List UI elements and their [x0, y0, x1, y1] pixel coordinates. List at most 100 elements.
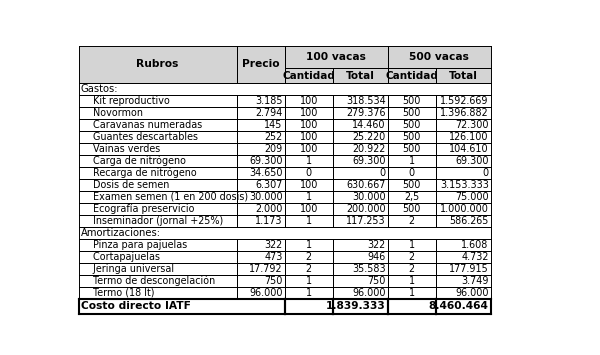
Text: 1: 1	[409, 276, 415, 286]
Text: 100: 100	[299, 180, 318, 190]
Bar	[332, 275, 388, 287]
Text: 69.300: 69.300	[249, 156, 283, 166]
Bar	[79, 263, 236, 275]
Bar	[284, 191, 332, 203]
Text: Costo directo IATF: Costo directo IATF	[80, 301, 190, 311]
Bar	[332, 287, 388, 299]
Bar	[236, 215, 284, 227]
Bar	[79, 191, 236, 203]
Text: 1.608: 1.608	[461, 240, 488, 250]
Text: 500: 500	[403, 132, 421, 142]
Bar	[284, 167, 332, 179]
Bar	[436, 179, 491, 191]
Bar	[236, 155, 284, 167]
Bar	[79, 143, 236, 155]
Bar	[436, 275, 491, 287]
Text: 2,5: 2,5	[404, 192, 419, 202]
Text: 104.610: 104.610	[449, 144, 488, 154]
Text: 30.000: 30.000	[249, 192, 283, 202]
Bar	[332, 143, 388, 155]
Bar	[388, 131, 436, 143]
Text: 0: 0	[482, 168, 488, 178]
Bar	[388, 167, 436, 179]
Text: Ecografía preservicio: Ecografía preservicio	[80, 203, 194, 214]
Bar	[388, 179, 436, 191]
Bar	[332, 263, 388, 275]
Text: Inseminador (jornal +25%): Inseminador (jornal +25%)	[80, 216, 223, 226]
Bar	[79, 167, 236, 179]
Text: 1: 1	[305, 276, 312, 286]
Text: 1: 1	[409, 288, 415, 298]
Bar	[436, 191, 491, 203]
Bar	[332, 251, 388, 263]
Text: Cortapajuelas: Cortapajuelas	[80, 252, 160, 262]
Text: 500: 500	[403, 95, 421, 106]
Bar	[284, 275, 332, 287]
Text: Total: Total	[449, 71, 478, 81]
Text: 252: 252	[265, 132, 283, 142]
Bar	[79, 239, 236, 251]
Text: 100: 100	[299, 204, 318, 214]
Bar	[236, 46, 284, 83]
Bar	[332, 95, 388, 106]
Text: Gastos:: Gastos:	[80, 84, 118, 94]
Text: 0: 0	[305, 168, 312, 178]
Text: 0: 0	[380, 168, 386, 178]
Text: Dosis de semen: Dosis de semen	[80, 180, 169, 190]
Bar	[388, 95, 436, 106]
Bar	[284, 263, 332, 275]
Text: 1.000.000: 1.000.000	[440, 204, 488, 214]
Bar	[79, 203, 236, 215]
Bar	[332, 167, 388, 179]
Bar	[332, 119, 388, 131]
Bar	[236, 95, 284, 106]
Bar	[284, 203, 332, 215]
Text: 2: 2	[409, 252, 415, 262]
Text: Carga de nitrógeno: Carga de nitrógeno	[80, 155, 185, 166]
Bar	[236, 179, 284, 191]
Bar	[436, 106, 491, 119]
Bar	[79, 275, 236, 287]
Text: 34.650: 34.650	[249, 168, 283, 178]
Bar	[332, 131, 388, 143]
Bar	[436, 119, 491, 131]
Bar	[436, 251, 491, 263]
Bar	[284, 106, 332, 119]
Bar	[284, 143, 332, 155]
Bar	[284, 119, 332, 131]
Bar	[284, 239, 332, 251]
Bar	[388, 239, 436, 251]
Bar	[388, 69, 436, 83]
Bar	[332, 155, 388, 167]
Bar	[332, 179, 388, 191]
Bar	[284, 251, 332, 263]
Text: 35.583: 35.583	[352, 264, 386, 274]
Text: 1: 1	[305, 216, 312, 226]
Text: 500 vacas: 500 vacas	[409, 52, 469, 62]
Text: 1: 1	[305, 240, 312, 250]
Text: 0: 0	[409, 168, 415, 178]
Bar	[332, 239, 388, 251]
Bar	[436, 287, 491, 299]
Text: 100: 100	[299, 144, 318, 154]
Bar	[436, 263, 491, 275]
Bar	[79, 299, 284, 314]
Bar	[332, 106, 388, 119]
Bar	[284, 179, 332, 191]
Bar	[436, 69, 491, 83]
Text: 4.732: 4.732	[461, 252, 488, 262]
Text: 750: 750	[265, 276, 283, 286]
Text: 500: 500	[403, 108, 421, 118]
Text: 1: 1	[409, 156, 415, 166]
Bar	[284, 95, 332, 106]
Text: 1: 1	[409, 240, 415, 250]
Bar	[388, 143, 436, 155]
Text: 1: 1	[305, 288, 312, 298]
Text: 500: 500	[403, 204, 421, 214]
Text: 72.300: 72.300	[455, 120, 488, 130]
Text: Novormon: Novormon	[80, 108, 143, 118]
Text: Guantes descartables: Guantes descartables	[80, 132, 197, 142]
Bar	[436, 95, 491, 106]
Bar	[236, 131, 284, 143]
Text: Recarga de nitrógeno: Recarga de nitrógeno	[80, 168, 196, 178]
